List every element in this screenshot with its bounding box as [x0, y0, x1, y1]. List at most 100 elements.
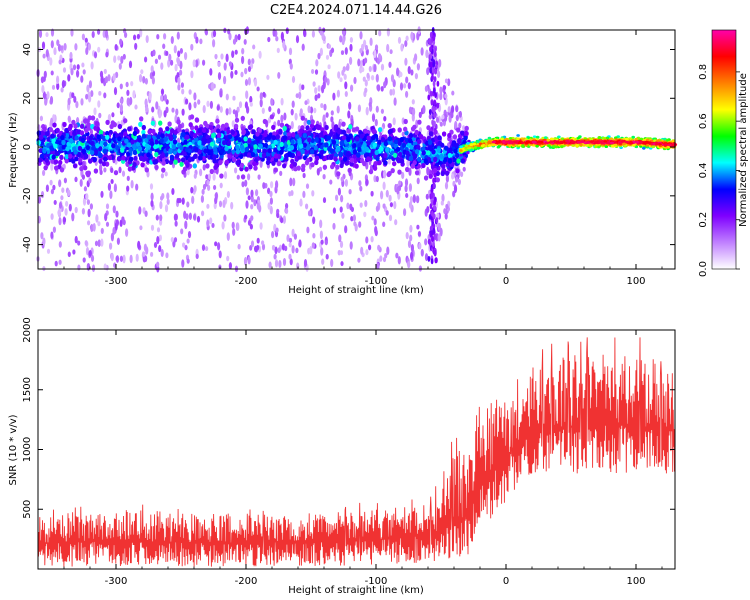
spectrogram-cell	[408, 138, 413, 144]
spectrogram-cell	[444, 212, 448, 220]
spectrogram-cell	[217, 132, 222, 138]
spectrogram-cell	[150, 199, 154, 208]
spectrogram-cell	[375, 156, 380, 162]
spectrogram-cell	[377, 127, 383, 133]
spectrogram-cell	[336, 146, 341, 152]
spectrogram-cell	[97, 221, 101, 227]
spectrogram-cell	[294, 112, 298, 121]
spectrogram-cell	[416, 63, 420, 71]
spectrogram-cell	[151, 106, 155, 113]
spectrogram-cell	[87, 220, 91, 226]
spectrogram-cell	[163, 110, 167, 118]
spectrogram-cell	[301, 43, 305, 51]
spectrogram-cell	[241, 129, 247, 135]
spectrogram-cell	[181, 88, 185, 95]
spectrogram-cell	[132, 130, 138, 136]
spectrogram-cell	[342, 156, 348, 162]
spectrogram-cell	[426, 150, 431, 156]
spectrogram-cell	[434, 234, 437, 240]
spectrogram-cell	[202, 183, 207, 190]
spectrogram-cell	[268, 106, 272, 113]
spectrogram-cell	[40, 76, 45, 84]
spectrogram-cell	[447, 152, 452, 159]
spectrogram-cell	[371, 135, 376, 141]
spectrogram-cell	[112, 205, 116, 214]
spectrogram-cell	[166, 198, 170, 205]
spectrogram-cell	[390, 74, 395, 83]
spectrogram-cell	[231, 50, 235, 59]
spectrogram-cell	[389, 89, 393, 96]
spectrogram-cell	[195, 59, 199, 68]
spectrogram-cell	[209, 141, 215, 147]
spectrogram-cell	[206, 203, 210, 209]
spectrogram-cell	[179, 161, 184, 167]
spectrogram-cell	[261, 107, 265, 114]
spectrogram-cell	[168, 53, 172, 62]
spectrogram-cell	[107, 74, 111, 82]
spectrogram-cell	[128, 60, 133, 69]
spectrogram-cell	[193, 173, 197, 179]
spectrogram-cell	[249, 101, 253, 107]
spectrogram-cell	[216, 104, 220, 111]
spectrogram-cell	[280, 217, 284, 224]
spectrogram-cell	[373, 161, 378, 167]
spectrogram-cell	[429, 53, 433, 59]
spectrogram-cell	[223, 171, 228, 180]
spectrogram-cell	[129, 156, 134, 162]
spectrogram-cell	[84, 240, 88, 246]
spectrogram-cell	[291, 75, 296, 84]
spectrogram-cell	[77, 240, 81, 246]
spectrogram-cell	[56, 39, 60, 47]
spectrogram-cell	[143, 243, 147, 252]
spectrogram-cell	[188, 102, 192, 111]
spectrogram-cell	[241, 47, 245, 55]
spectrogram-cell	[432, 61, 436, 68]
spectrogram-cell	[86, 263, 90, 269]
spectrogram-cell	[45, 184, 50, 192]
spectrogram-cell	[398, 180, 402, 186]
spectrogram-cell	[432, 223, 436, 230]
spectrogram-cell	[303, 258, 308, 268]
spectrogram-cell	[240, 115, 245, 121]
spectrogram-cell	[275, 36, 279, 42]
spectrogram-cell	[71, 92, 75, 99]
spectrogram-cell	[105, 51, 109, 58]
spectrogram-cell	[156, 134, 161, 140]
spectrogram-cell	[361, 67, 365, 73]
spectrogram-cell	[125, 81, 129, 88]
spectrogram-cell	[218, 200, 223, 208]
spectrogram-cell	[214, 192, 218, 198]
spectrogram-cell	[238, 153, 244, 159]
spectrogram-cell	[44, 157, 49, 163]
spectrogram-cell	[104, 212, 108, 222]
spectrogram-cell	[385, 147, 390, 153]
spectrogram-cell	[105, 221, 110, 227]
spectrogram-cell	[324, 142, 329, 148]
spectrogram-cell	[307, 210, 312, 217]
spectrogram-cell	[448, 147, 453, 153]
spectrogram-cell	[50, 70, 54, 76]
spectrogram-cell	[365, 178, 369, 186]
spectrogram-cell	[63, 177, 67, 184]
spectrogram-cell	[126, 175, 130, 182]
spectrogram-cell	[115, 210, 119, 218]
spectrogram-cell	[42, 237, 46, 246]
spectrogram-cell	[171, 187, 175, 196]
spectrogram-cell	[107, 182, 111, 191]
spectrogram-cell	[133, 155, 138, 162]
spectrogram-cell	[170, 35, 174, 45]
spectrogram-cell	[371, 128, 377, 135]
spectrogram-cell	[51, 150, 56, 156]
spectrogram-cell	[462, 125, 466, 131]
spectrogram-cell	[186, 238, 190, 244]
spectrogram-cell	[303, 28, 307, 38]
spectrogram-cell	[232, 95, 236, 101]
spectrogram-cell	[332, 222, 336, 230]
spectrogram-cell	[165, 50, 169, 56]
spectrogram-cell	[67, 115, 71, 123]
spectrogram-cell	[202, 59, 206, 66]
spectrogram-cell	[97, 46, 101, 53]
spectrogram-cell	[197, 149, 202, 155]
spectrogram-cell	[67, 251, 71, 258]
spectrogram-cell	[58, 217, 62, 226]
